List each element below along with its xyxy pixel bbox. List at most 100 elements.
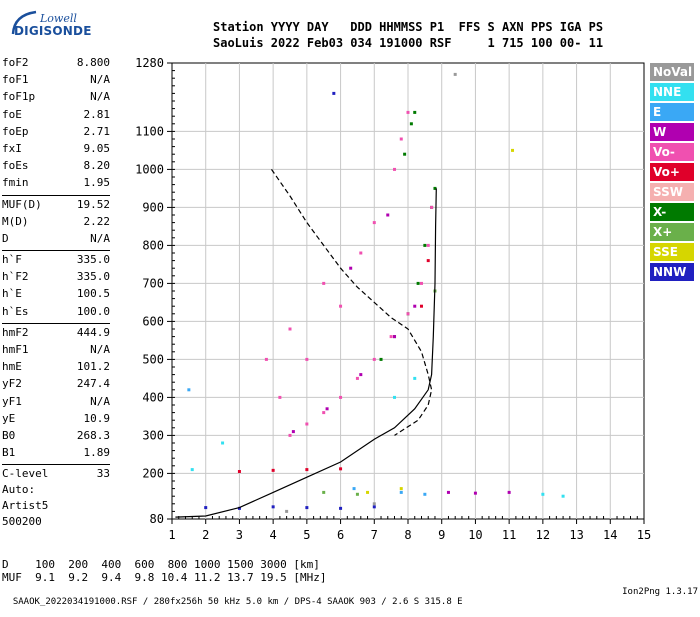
x-tick-label: 15 [637, 528, 651, 542]
param-name: MUF(D) [2, 197, 42, 211]
legend-item-x-: X- [650, 203, 694, 221]
x-tick-label: 5 [303, 528, 310, 542]
x-tick-label: 10 [468, 528, 482, 542]
param-value: 10.9 [83, 411, 111, 425]
trace-point-noval [372, 502, 376, 506]
trace-point-w [325, 407, 329, 411]
autoscaling-info: Auto: Artist5 500200 [2, 482, 48, 530]
param-row: M(D) 2.22 [2, 215, 110, 232]
trace-point-vo- [305, 422, 309, 426]
param-row: D N/A [2, 232, 110, 249]
param-value: 2.81 [83, 107, 111, 121]
trace-point-x- [322, 490, 326, 494]
trace-point-w [393, 335, 397, 339]
footer: SAAOK_2022034191000.RSF / 280fx256h 50 k… [2, 587, 698, 617]
param-row: yF1 N/A [2, 395, 110, 412]
trace-point-vo- [278, 395, 282, 399]
ionogram-plot: 1 2 3 4 5 6 7 8 9 10 11 12 13 14 158020030040050060070… [135, 56, 651, 542]
y-tick-label: 800 [142, 238, 164, 252]
y-tick-label: 700 [142, 276, 164, 290]
x-tick-label: 3 [236, 528, 243, 542]
param-separator [2, 322, 110, 324]
trace-point-vo- [372, 357, 376, 361]
trace-point-vo- [430, 205, 434, 209]
trace-point-w [507, 490, 511, 494]
x-tick-label: 14 [603, 528, 617, 542]
trace-point-vo- [419, 304, 423, 308]
trace-point-w [386, 213, 390, 217]
param-name: M(D) [2, 214, 29, 228]
trace-point-sse [399, 487, 403, 491]
trace-point-x- [423, 243, 427, 247]
header-line-2: SaoLuis 2022 Feb03 034 191000 RSF 1 715 … [213, 36, 604, 50]
muf-value-row: MUF 9.1 9.2 9.4 9.8 10.4 11.2 13.7 19.5 … [2, 571, 327, 584]
auto-version: 500200 [2, 515, 42, 528]
legend-item-w: W [650, 123, 694, 141]
trace-point-e [399, 490, 403, 494]
legend-item-nnw: NNW [650, 263, 694, 281]
trace-point-vo- [372, 221, 376, 225]
x-tick-label: 2 [202, 528, 209, 542]
trace-point-vo- [389, 335, 393, 339]
trace-point-vo- [322, 281, 326, 285]
trace-point-vo- [426, 259, 430, 263]
param-value: 8.20 [83, 159, 111, 173]
param-value: 247.4 [76, 377, 110, 391]
y-tick-label: 400 [142, 390, 164, 404]
param-row: foEs 8.20 [2, 159, 110, 176]
param-value: 1.95 [83, 176, 111, 190]
trace-point-vo- [426, 243, 430, 247]
trace-point-vo- [359, 251, 363, 255]
legend-item-sse: SSE [650, 243, 694, 261]
trace-point-sse [366, 490, 370, 494]
param-name: yF2 [2, 377, 22, 391]
param-value: 444.9 [76, 325, 110, 339]
param-row: B1 1.89 [2, 446, 110, 463]
footer-file-info: SAAOK_2022034191000.RSF / 280fx256h 50 k… [12, 597, 463, 607]
param-value: 100.0 [76, 304, 110, 318]
trace-point-vo- [288, 327, 292, 331]
y-tick-label: 80 [150, 512, 164, 526]
trace-point-w [349, 266, 353, 270]
trace-point-nnw [332, 91, 336, 95]
param-name: hmF1 [2, 343, 29, 356]
param-name: foEs [2, 159, 29, 173]
x-tick-label: 6 [337, 528, 344, 542]
trace-point-noval [285, 509, 289, 513]
param-value: N/A [90, 90, 110, 104]
logo-digisonde: DIGISONDE [14, 24, 92, 38]
trace-point-vo- [339, 395, 343, 399]
param-name: h`E [2, 287, 22, 301]
param-name: foF2 [2, 56, 29, 69]
param-name: foF1p [2, 90, 36, 104]
param-row: B0 268.3 [2, 429, 110, 446]
param-name: yF1 [2, 394, 22, 408]
muf-table: D 100 200 400 600 800 1000 1500 3000 [km… [2, 558, 327, 584]
param-name: B1 [2, 446, 16, 460]
param-name: D [2, 231, 9, 245]
footer-version: Ion2Png 1.3.17 [622, 587, 698, 597]
param-value: N/A [90, 73, 110, 87]
param-row: h`Es 100.0 [2, 305, 110, 322]
param-name: h`F2 [2, 270, 29, 284]
param-row: foF2 8.800 [2, 56, 110, 73]
trace-point-nnw [204, 506, 208, 510]
param-row: h`F2 335.0 [2, 270, 110, 287]
trace-point-x- [403, 152, 407, 156]
param-name: foEp [2, 124, 29, 138]
param-value: N/A [90, 343, 110, 356]
trace-point-e [423, 492, 427, 496]
trace-point-nnw [237, 506, 241, 510]
param-row: C-level 33 [2, 467, 110, 484]
param-separator [2, 250, 110, 252]
trace-point-vo- [271, 468, 275, 472]
param-row: hmF1 N/A [2, 343, 110, 360]
param-name: C-level [2, 467, 49, 481]
trace-point-w [359, 373, 363, 377]
trace-point-nnw [372, 505, 376, 509]
param-value: 9.05 [83, 141, 111, 155]
param-separator [2, 464, 110, 466]
trace-point-w [413, 304, 417, 308]
muf-distance-row: D 100 200 400 600 800 1000 1500 3000 [km… [2, 558, 320, 571]
trace-point-nne [190, 468, 194, 472]
